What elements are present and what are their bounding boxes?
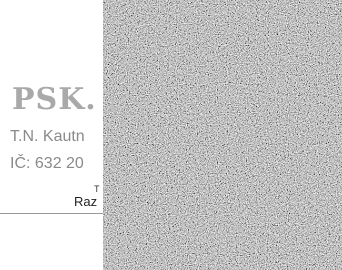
company-name: T.N. Kautn <box>10 128 85 146</box>
label: Raz <box>74 194 97 209</box>
small-text: T <box>94 184 100 194</box>
noise-overlay <box>103 0 342 270</box>
company-id: IČ: 632 20 <box>10 155 84 173</box>
noise <box>103 0 342 270</box>
logo: PSK. <box>12 82 97 117</box>
page: {"header": {"logo": "PSK.", "line1": "T.… <box>0 0 342 270</box>
divider <box>0 213 104 214</box>
